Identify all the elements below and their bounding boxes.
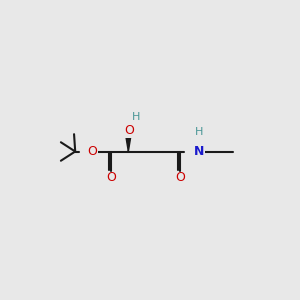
Text: N: N <box>194 145 204 158</box>
Text: H: H <box>195 127 203 137</box>
Text: O: O <box>176 171 185 184</box>
Text: O: O <box>88 145 98 158</box>
Polygon shape <box>125 132 132 152</box>
Text: O: O <box>106 171 116 184</box>
Text: H: H <box>132 112 141 122</box>
Text: O: O <box>124 124 134 136</box>
